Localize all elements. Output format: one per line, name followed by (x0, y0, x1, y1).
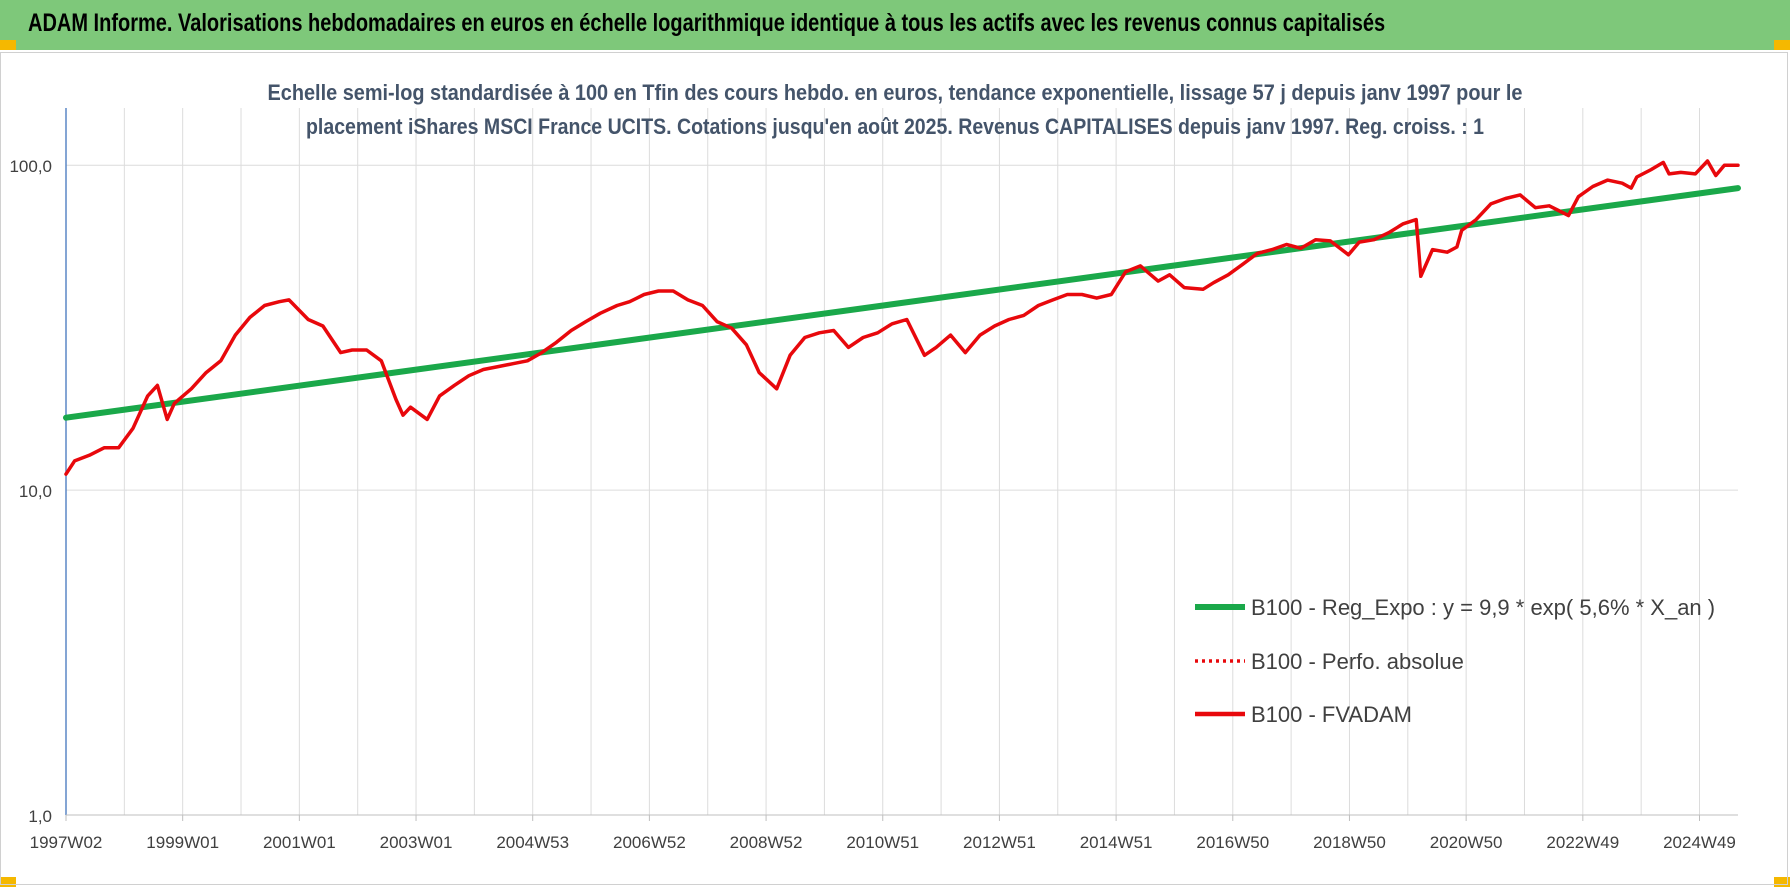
x-tick-label: 1999W01 (146, 833, 219, 852)
x-tick-label: 2024W49 (1663, 833, 1736, 852)
page-title: ADAM Informe. Valorisations hebdomadaire… (28, 9, 1386, 37)
x-tick-label: 2016W50 (1196, 833, 1269, 852)
grid (66, 108, 1738, 816)
header-banner: ADAM Informe. Valorisations hebdomadaire… (0, 0, 1790, 50)
chart-title: Echelle semi-log standardisée à 100 en T… (268, 80, 1523, 139)
x-tick-label: 2020W50 (1430, 833, 1503, 852)
chart-frame (0, 52, 1788, 885)
series (63, 159, 1741, 476)
corner-marker-bottom-left (0, 877, 16, 887)
legend-label: B100 - FVADAM (1251, 702, 1412, 727)
chart-title-line-2: placement iShares MSCI France UCITS. Cot… (306, 114, 1484, 139)
x-tick-label: 2022W49 (1546, 833, 1619, 852)
y-tick-label: 100,0 (9, 157, 52, 176)
x-tick-label: 1997W02 (30, 833, 103, 852)
series-line-trend (63, 185, 1741, 421)
x-tick-label: 2003W01 (380, 833, 453, 852)
x-tick-label: 2010W51 (846, 833, 919, 852)
legend-label: B100 - Reg_Expo : y = 9,9 * exp( 5,6% * … (1251, 595, 1715, 620)
x-tick-label: 2008W52 (730, 833, 803, 852)
x-tick-label: 2006W52 (613, 833, 686, 852)
x-tick-label: 2001W01 (263, 833, 336, 852)
series-line-fvadam (64, 159, 1740, 476)
legend: B100 - Reg_Expo : y = 9,9 * exp( 5,6% * … (1195, 595, 1715, 727)
chart-title-line-1: Echelle semi-log standardisée à 100 en T… (268, 80, 1523, 105)
x-tick-label: 2012W51 (963, 833, 1036, 852)
x-tick-label: 2004W53 (496, 833, 569, 852)
x-tick-label: 2014W51 (1080, 833, 1153, 852)
corner-marker-top-left (0, 40, 16, 50)
legend-label: B100 - Perfo. absolue (1251, 649, 1464, 674)
axes: 1,0 10,0 100,0 1997W02 1999W01 2001W01 2003W01… (9, 108, 1738, 852)
corner-marker-top-right (1774, 40, 1790, 50)
y-tick-label: 10,0 (19, 482, 52, 501)
corner-marker-bottom-right (1774, 877, 1790, 887)
x-tick-label: 2018W50 (1313, 833, 1386, 852)
y-tick-label: 1,0 (28, 807, 52, 826)
